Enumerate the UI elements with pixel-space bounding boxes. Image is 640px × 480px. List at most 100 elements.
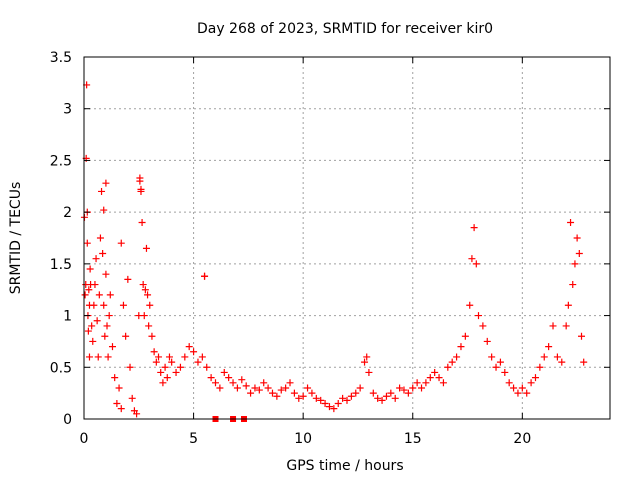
data-point — [148, 332, 156, 340]
data-point — [466, 301, 474, 309]
x-axis-ticks: 0 5 10 15 20 — [80, 57, 531, 447]
data-point — [536, 363, 544, 371]
data-point — [90, 301, 98, 309]
data-point — [91, 281, 99, 289]
data-point — [128, 394, 136, 402]
data-point — [418, 384, 426, 392]
data-point — [103, 322, 111, 330]
x-tick-label: 0 — [80, 431, 89, 447]
y-tick-label: 1.5 — [50, 257, 72, 273]
data-points — [80, 81, 588, 422]
data-point — [157, 368, 165, 376]
data-point — [88, 322, 96, 330]
data-point — [225, 374, 233, 382]
data-point — [144, 291, 152, 299]
data-point — [268, 389, 276, 397]
data-point — [549, 322, 557, 330]
data-point — [444, 363, 452, 371]
data-point — [136, 174, 144, 182]
data-point — [488, 353, 496, 361]
data-point — [251, 384, 259, 392]
x-tick-label: 10 — [294, 431, 312, 447]
data-point — [387, 389, 395, 397]
data-point — [413, 379, 421, 387]
data-point — [426, 374, 434, 382]
data-point — [339, 394, 347, 402]
x-tick-label: 5 — [189, 431, 198, 447]
data-point — [472, 260, 480, 268]
data-point — [496, 358, 504, 366]
data-point — [308, 389, 316, 397]
data-point — [155, 353, 163, 361]
data-point — [106, 291, 114, 299]
data-point — [163, 374, 171, 382]
data-point — [422, 379, 430, 387]
data-point — [168, 358, 176, 366]
data-point — [85, 353, 93, 361]
data-point — [277, 386, 285, 394]
data-point — [190, 348, 198, 356]
data-point — [286, 379, 294, 387]
data-point — [290, 389, 298, 397]
data-point — [409, 384, 417, 392]
y-axis-label: SRMTID / TECUs — [8, 182, 24, 295]
data-point — [108, 343, 116, 351]
y-tick-label: 1 — [63, 309, 72, 325]
data-point — [514, 389, 522, 397]
data-point — [140, 312, 148, 320]
data-point — [98, 187, 106, 195]
data-point — [111, 374, 119, 382]
data-point — [564, 301, 572, 309]
data-point — [374, 394, 382, 402]
data-point — [569, 281, 577, 289]
data-point — [172, 368, 180, 376]
data-point — [84, 327, 92, 335]
data-point — [117, 239, 125, 247]
data-point — [365, 368, 373, 376]
data-point — [523, 389, 531, 397]
data-point — [238, 376, 246, 384]
data-point — [580, 358, 588, 366]
data-point — [242, 382, 250, 390]
data-point — [501, 368, 509, 376]
data-point — [203, 363, 211, 371]
data-point — [126, 363, 134, 371]
data-point — [299, 392, 307, 400]
data-point — [479, 322, 487, 330]
data-point — [356, 384, 364, 392]
data-point — [117, 405, 125, 413]
data-point — [150, 348, 158, 356]
data-point — [404, 389, 412, 397]
data-point — [229, 379, 237, 387]
data-point — [100, 301, 108, 309]
data-point — [102, 179, 110, 187]
data-point — [94, 353, 102, 361]
chart-title: Day 268 of 2023, SRMTID for receiver kir… — [197, 21, 493, 37]
data-point — [352, 389, 360, 397]
data-point — [378, 396, 386, 404]
data-point — [96, 234, 104, 242]
y-tick-label: 0.5 — [50, 360, 72, 376]
data-point — [312, 394, 320, 402]
data-point — [165, 353, 173, 361]
data-point — [89, 337, 97, 345]
data-point — [93, 317, 101, 325]
data-point — [369, 389, 377, 397]
data-point — [216, 384, 224, 392]
data-point — [461, 332, 469, 340]
data-point — [138, 218, 146, 226]
data-point — [194, 358, 202, 366]
data-point — [575, 250, 583, 258]
data-point — [101, 332, 109, 340]
data-point — [145, 322, 153, 330]
data-point — [334, 399, 342, 407]
data-point — [146, 301, 154, 309]
data-point — [95, 291, 103, 299]
data-point — [295, 394, 303, 402]
y-tick-label: 0 — [63, 412, 72, 428]
data-point — [185, 343, 193, 351]
data-point — [85, 286, 93, 294]
data-point — [400, 386, 408, 394]
data-point — [325, 403, 333, 411]
